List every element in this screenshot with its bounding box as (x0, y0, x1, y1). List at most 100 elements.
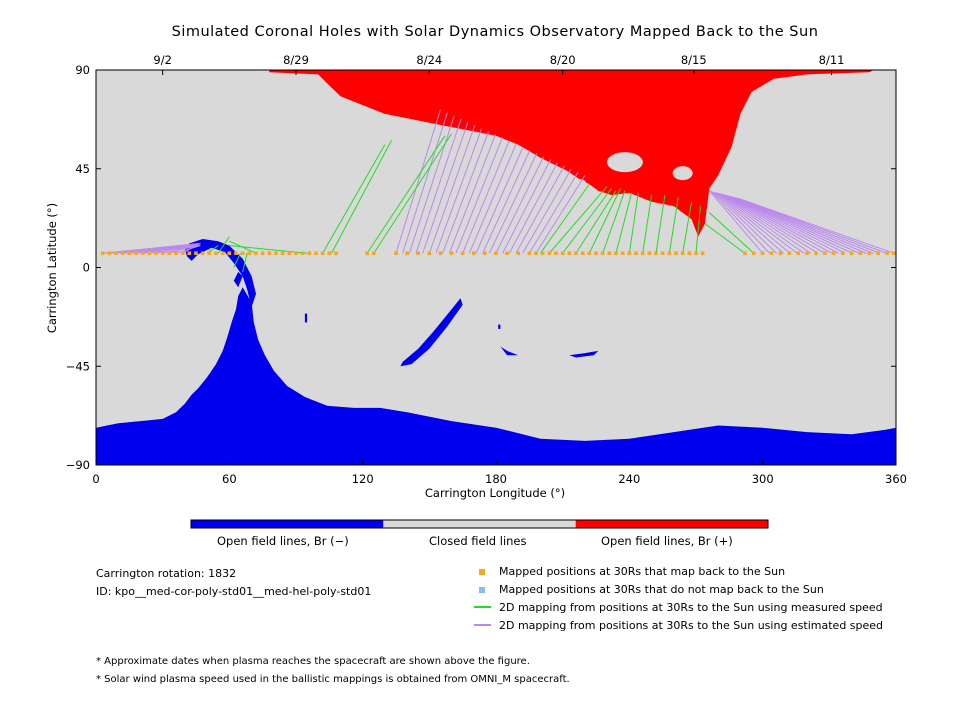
legend-swatch-unmapped (479, 587, 485, 593)
measured-mapping-line (682, 201, 693, 254)
mapped-point (885, 251, 889, 256)
mapped-point (654, 251, 658, 256)
mapped-point (254, 251, 258, 256)
estimated-mapping-line (415, 118, 462, 254)
negative-coronal-hole-patch (569, 350, 599, 358)
estimated-mapping-line (402, 112, 448, 254)
measured-mapping-line (233, 253, 241, 268)
mapped-point (147, 251, 152, 256)
mapped-point (700, 251, 705, 256)
carrington-rotation-text: Carrington rotation: 1832 (96, 567, 237, 580)
top-date-label: 8/20 (550, 53, 576, 67)
estimated-mapping-line (718, 192, 805, 254)
estimated-mapping-line (475, 146, 524, 254)
negative-coronal-hole-blob (233, 271, 243, 288)
measured-mapping-line (615, 192, 633, 254)
mapped-point (365, 251, 369, 256)
legend-swatch-mapped (479, 569, 485, 575)
y-tick-label: −90 (66, 458, 90, 472)
estimated-mapping-line (528, 171, 579, 254)
colorbar-segment (383, 520, 576, 528)
closed-island-2 (672, 166, 693, 181)
negative-coronal-hole-south (96, 287, 896, 465)
mapped-point (867, 251, 872, 256)
estimated-mapping-line (482, 150, 531, 254)
mapped-point (574, 251, 578, 256)
mapped-point (516, 251, 521, 256)
mapped-point (114, 251, 118, 256)
mapped-point (640, 251, 645, 256)
x-tick-label: 60 (222, 472, 237, 486)
model-id-text: ID: kpo__med-cor-poly-std01__med-hel-pol… (96, 585, 372, 598)
mapped-point (214, 251, 218, 256)
mapped-point (187, 251, 192, 256)
mapped-point (280, 251, 285, 256)
mapped-point (416, 251, 421, 256)
measured-mapping-line (242, 253, 248, 273)
mapped-point (580, 251, 585, 256)
negative-coronal-hole-dot-2 (498, 324, 501, 329)
mapped-point (127, 251, 132, 256)
measured-mapping-line (373, 133, 452, 254)
estimated-mapping-line (730, 195, 853, 254)
mapped-point (647, 251, 652, 256)
colorbar-label-positive: Open field lines, Br (+) (601, 534, 733, 548)
mapped-point (274, 251, 278, 256)
estimated-mapping-line (733, 196, 867, 254)
mapped-point (483, 251, 487, 256)
top-date-label: 8/11 (819, 53, 845, 67)
top-date-label: 8/29 (283, 53, 309, 67)
negative-coronal-hole-tendril (184, 239, 256, 307)
mapped-point (167, 251, 172, 256)
estimated-mapping-line (448, 134, 496, 254)
mapped-point (140, 251, 145, 256)
legend-label-estimated: 2D mapping from positions at 30Rs to the… (499, 619, 884, 632)
mapped-point (814, 251, 818, 256)
y-tick-label: 90 (75, 63, 90, 77)
mapped-point (449, 251, 454, 256)
estimated-mapping-line (395, 109, 441, 254)
mapped-point (547, 251, 552, 256)
mapped-point (527, 251, 532, 256)
mapped-point (567, 251, 572, 256)
mapped-point (405, 251, 409, 256)
estimated-mapping-line (708, 190, 764, 254)
mapped-point (787, 251, 792, 256)
mapped-point (427, 251, 432, 256)
estimated-mapping-line (182, 242, 201, 254)
negative-coronal-hole-speck (500, 346, 519, 356)
mapped-point (743, 251, 747, 256)
estimated-mapping-line (732, 196, 860, 254)
estimated-mapping-line (722, 193, 819, 254)
mapped-point (614, 251, 618, 256)
measured-mapping-line (642, 195, 653, 254)
estimated-mapping-line (488, 153, 538, 254)
mapped-point (287, 251, 292, 256)
estimated-mapping-line (508, 162, 558, 254)
estimated-mapping-line (442, 131, 490, 254)
negative-coronal-hole-dot (304, 313, 308, 323)
estimated-mapping-line (515, 165, 565, 254)
mapped-point (840, 251, 845, 256)
mapped-point (294, 251, 298, 256)
estimated-mapping-line (717, 192, 798, 254)
note-dates: * Approximate dates when plasma reaches … (96, 656, 530, 667)
mapped-point (687, 251, 692, 256)
mapped-point (174, 251, 178, 256)
measured-mapping-line (708, 212, 755, 254)
mapped-point (627, 251, 632, 256)
mapped-point (769, 251, 774, 256)
mapped-point (154, 251, 158, 256)
mapped-point (227, 251, 232, 256)
mapped-point (334, 251, 338, 256)
measured-mapping-line (562, 188, 612, 254)
plot-area (96, 70, 896, 465)
mapped-point (180, 251, 185, 256)
estimated-mapping-line (422, 121, 469, 254)
closed-island-1 (606, 152, 643, 173)
mapped-point (831, 251, 836, 256)
colorbar-label-closed: Closed field lines (429, 534, 527, 548)
measured-mapping-line (668, 197, 679, 254)
mapped-point (300, 251, 305, 256)
